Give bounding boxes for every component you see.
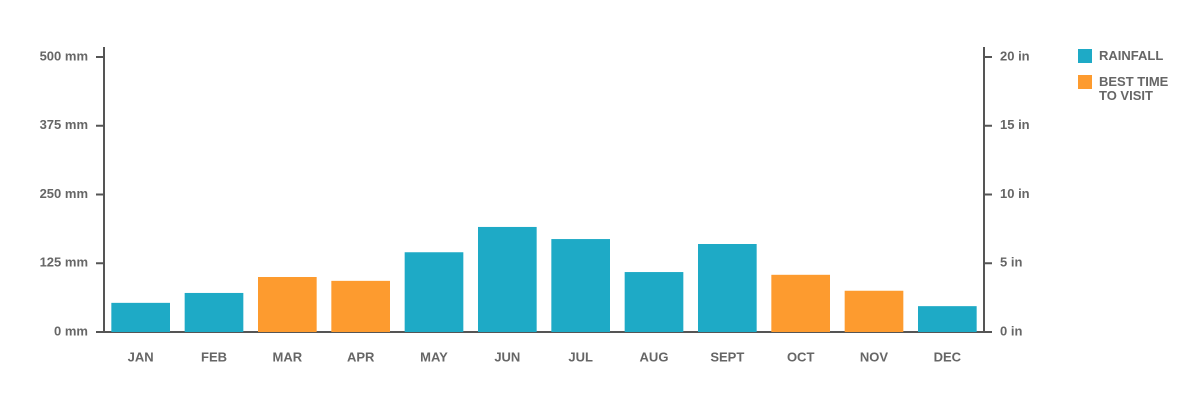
y-tick-label: 375 mm [40,117,88,132]
y2-tick-label: 0 in [1000,323,1022,338]
x-tick-label: DEC [934,349,962,364]
y-tick-label: 125 mm [40,255,88,270]
legend-item: RAINFALL [1078,49,1179,63]
chart: 0 mm 125 mm 250 mm 375 mm 500 mm 0 in 5 in 10 i… [40,47,1030,364]
x-tick-label: MAY [420,349,448,364]
x-tick-label: JUN [494,349,520,364]
legend: RAINFALL BEST TIME TO VISIT [1078,49,1179,115]
bar [844,290,904,332]
bar [478,226,537,332]
bar [184,292,244,332]
x-tick-label: JAN [128,349,154,364]
y-tick-label: 250 mm [40,186,88,201]
x-tick-label: SEPT [710,349,744,364]
bar [698,244,757,332]
x-tick-label: APR [347,349,375,364]
y-tick-label: 500 mm [40,48,88,63]
legend-label: RAINFALL [1099,48,1164,63]
legend-item: BEST TIME TO VISIT [1078,75,1179,103]
x-tick-label: JUL [568,349,593,364]
bar [258,277,317,332]
x-tick-label: MAR [273,349,303,364]
y2-tick-label: 15 in [1000,117,1030,132]
bar [918,306,977,332]
bar [771,274,830,332]
legend-swatch [1078,75,1092,89]
y-tick-label: 0 mm [54,323,88,338]
x-tick-label: AUG [640,349,669,364]
y2-tick-label: 20 in [1000,48,1030,63]
y2-tick-label: 5 in [1000,255,1022,270]
bar [404,252,464,332]
x-tick-label: NOV [860,349,889,364]
y2-tick-label: 10 in [1000,186,1030,201]
bar [111,302,170,332]
bar [551,239,610,332]
x-tick-label: OCT [787,349,815,364]
bar [331,280,390,332]
legend-swatch [1078,49,1092,63]
x-tick-label: FEB [201,349,227,364]
bar [624,272,684,332]
legend-label: BEST TIME TO VISIT [1099,74,1169,103]
